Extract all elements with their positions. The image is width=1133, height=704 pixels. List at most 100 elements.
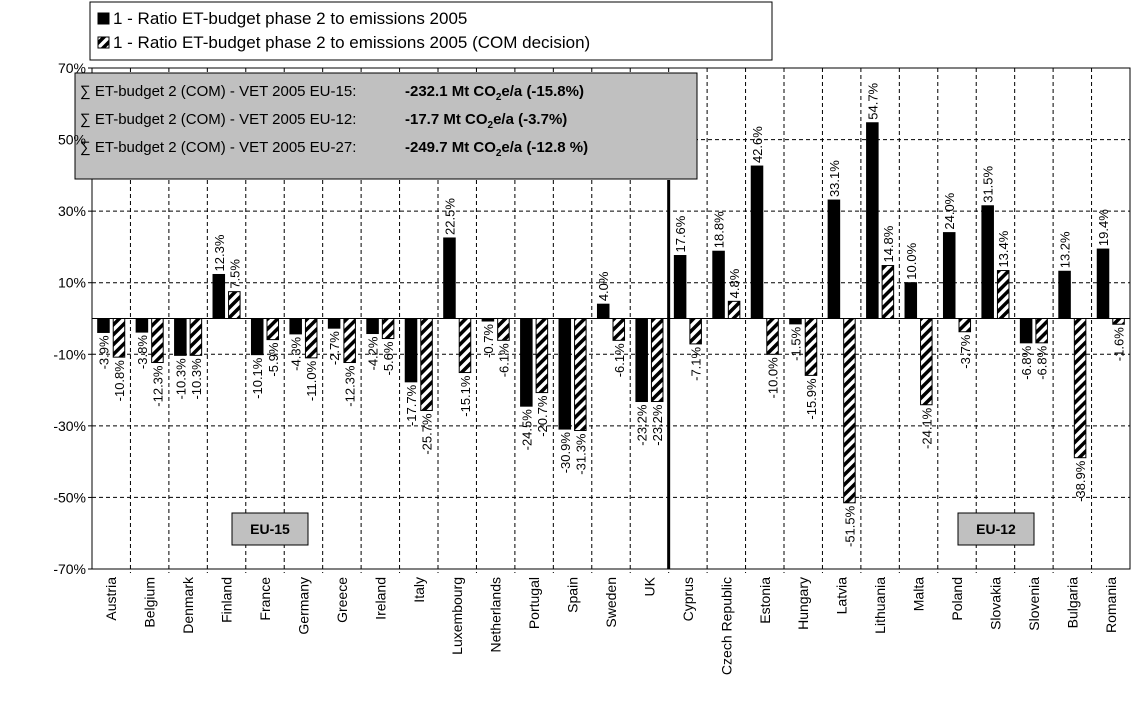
- value-label: -12.3%: [150, 365, 165, 407]
- value-label: -4.2%: [366, 336, 381, 370]
- bar: [497, 318, 510, 341]
- bar: [942, 232, 956, 319]
- value-label: -0.7%: [481, 324, 496, 358]
- x-tick-label: Romania: [1103, 577, 1119, 633]
- value-label: -4.3%: [289, 336, 304, 370]
- x-tick-label: Latvia: [834, 577, 850, 615]
- value-label: -1.6%: [1112, 327, 1127, 361]
- annotation-unit: e/a (-15.8%): [501, 83, 584, 100]
- x-tick-label: UK: [641, 576, 657, 596]
- annotation-subscript: 2: [488, 120, 494, 131]
- x-tick-label: Portugal: [526, 577, 542, 629]
- value-label: 4.0%: [596, 271, 611, 301]
- bar: [827, 199, 841, 319]
- legend-swatch: [97, 36, 110, 49]
- bar: [250, 318, 264, 356]
- value-label: -11.0%: [304, 360, 319, 401]
- annotation-unit: e/a (-3.7%): [493, 111, 567, 128]
- y-tick-label: -10%: [53, 346, 86, 362]
- value-label: -7.1%: [689, 346, 704, 380]
- value-label: 18.8%: [712, 211, 727, 248]
- value-label: 7.5%: [227, 259, 242, 289]
- bar: [304, 318, 318, 359]
- annotation-label: ∑ ET-budget 2 (COM) - VET 2005 EU-15:: [80, 83, 356, 100]
- bar: [612, 318, 626, 341]
- group-box: [957, 512, 1035, 546]
- bar: [789, 318, 802, 325]
- bar: [343, 318, 356, 364]
- bar: [535, 318, 549, 394]
- x-tick-label: Bulgaria: [1064, 577, 1080, 629]
- bar: [650, 318, 664, 403]
- bar: [904, 282, 918, 320]
- group-label: EU-12: [976, 521, 1016, 537]
- bar: [458, 318, 472, 374]
- bar: [289, 318, 302, 335]
- x-tick-label: Netherlands: [488, 577, 504, 653]
- value-label: -23.2%: [650, 404, 665, 446]
- bar: [1112, 318, 1125, 325]
- value-label: -6.8%: [1019, 345, 1034, 379]
- value-label: 22.5%: [442, 198, 457, 235]
- value-label: 10.0%: [904, 242, 919, 279]
- x-tick-label: Italy: [411, 577, 427, 603]
- legend-box: [89, 1, 773, 61]
- summary-box: [74, 72, 698, 180]
- bar: [520, 318, 533, 407]
- bar: [366, 318, 379, 335]
- value-label: -3.7%: [958, 334, 973, 368]
- bar: [750, 165, 764, 319]
- bar: [97, 318, 110, 333]
- y-tick-label: -50%: [53, 489, 86, 505]
- value-label: -6.8%: [1035, 345, 1050, 379]
- x-tick-label: Denmark: [180, 576, 196, 634]
- value-label: -38.9%: [1073, 460, 1088, 502]
- value-label: -6.1%: [496, 343, 511, 377]
- bar: [596, 303, 610, 319]
- value-label: -10.3%: [189, 358, 204, 400]
- bar: [981, 205, 994, 319]
- x-tick-label: Poland: [949, 577, 965, 621]
- value-label: -51.5%: [842, 505, 857, 547]
- bar: [266, 318, 280, 341]
- value-label: -10.0%: [766, 357, 781, 399]
- value-label: 17.6%: [673, 215, 688, 252]
- value-label: -15.9%: [804, 378, 819, 420]
- bars: [97, 122, 1125, 504]
- y-tick-label: 70%: [58, 60, 86, 76]
- value-label: -12.3%: [343, 365, 358, 407]
- group-label: EU-15: [250, 521, 290, 537]
- bar: [151, 318, 164, 364]
- bar: [327, 318, 341, 329]
- value-label: 33.1%: [827, 160, 842, 197]
- y-tick-label: 10%: [58, 275, 86, 291]
- annotation-amount: -249.7 Mt CO: [405, 139, 496, 156]
- value-label: 13.2%: [1058, 231, 1073, 268]
- value-label: 13.4%: [996, 230, 1011, 267]
- x-tick-label: Finland: [219, 577, 235, 623]
- bar: [881, 265, 895, 319]
- bar: [689, 318, 702, 345]
- bar: [1019, 318, 1033, 344]
- annotation-subscript: 2: [496, 148, 502, 159]
- x-tick-label: Sweden: [603, 577, 619, 628]
- bar: [727, 300, 741, 319]
- bar: [404, 318, 418, 383]
- value-label: -10.1%: [250, 357, 265, 399]
- value-label: -20.7%: [535, 395, 550, 437]
- annotation-subscript: 2: [496, 92, 502, 103]
- bar: [135, 318, 149, 333]
- value-label: -31.3%: [573, 433, 588, 475]
- x-tick-label: Spain: [565, 577, 581, 613]
- bar: [712, 250, 725, 319]
- x-tick-label: Slovenia: [1026, 577, 1042, 631]
- value-label: -5.6%: [381, 341, 396, 375]
- value-label: 19.4%: [1096, 209, 1111, 246]
- bar: [574, 318, 587, 432]
- value-label: -24.1%: [919, 407, 934, 449]
- x-tick-label: Cyprus: [680, 577, 696, 621]
- bar: [420, 318, 433, 411]
- y-tick-label: -30%: [53, 418, 86, 434]
- value-label: -10.8%: [112, 360, 127, 402]
